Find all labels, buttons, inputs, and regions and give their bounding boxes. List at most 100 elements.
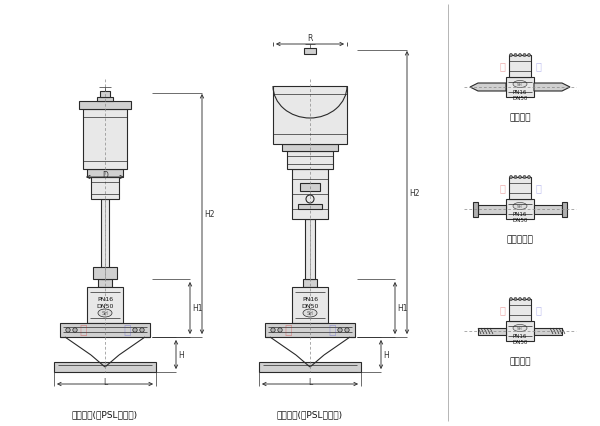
Text: DN50: DN50 [512, 340, 527, 345]
Ellipse shape [513, 81, 527, 88]
Text: SH: SH [101, 311, 109, 316]
Bar [562, 202, 567, 218]
Circle shape [133, 328, 137, 332]
Bar [303, 279, 317, 287]
Text: 波纹管型(配PSL执行器): 波纹管型(配PSL执行器) [277, 409, 343, 418]
Text: 川: 川 [499, 61, 505, 71]
Circle shape [523, 55, 526, 58]
Text: PN16: PN16 [513, 334, 527, 339]
Circle shape [523, 176, 526, 179]
Circle shape [518, 298, 521, 301]
Bar [60, 323, 150, 337]
Ellipse shape [303, 309, 317, 317]
Text: 川: 川 [499, 183, 505, 193]
Text: DN50: DN50 [512, 96, 527, 101]
Bar [298, 204, 322, 210]
Text: DN50: DN50 [301, 304, 319, 309]
Circle shape [509, 176, 512, 179]
Text: 沪: 沪 [328, 324, 336, 337]
Text: H2: H2 [409, 189, 419, 198]
Circle shape [527, 298, 530, 301]
Circle shape [338, 328, 342, 332]
Text: H2: H2 [204, 210, 215, 219]
Bar [97, 98, 113, 102]
Circle shape [306, 196, 314, 204]
Bar [305, 219, 315, 279]
Bar [100, 92, 110, 98]
Bar [265, 323, 355, 337]
Text: PN16: PN16 [513, 212, 527, 217]
Bar [300, 184, 320, 192]
Text: 沪: 沪 [535, 183, 541, 193]
Bar [93, 268, 117, 279]
Circle shape [514, 176, 517, 179]
Circle shape [140, 328, 144, 332]
Text: 沪: 沪 [123, 324, 131, 337]
Ellipse shape [513, 325, 527, 332]
Bar [534, 205, 562, 215]
Text: H: H [383, 350, 389, 359]
Text: H1: H1 [192, 304, 203, 313]
Bar [79, 102, 131, 110]
Ellipse shape [513, 203, 527, 210]
Bar [101, 199, 109, 279]
Circle shape [527, 55, 530, 58]
Bar [83, 110, 127, 170]
Circle shape [514, 55, 517, 58]
Text: 沪: 沪 [535, 304, 541, 314]
Circle shape [73, 328, 77, 332]
Circle shape [66, 328, 70, 332]
Text: 川: 川 [284, 324, 292, 337]
Bar [259, 362, 361, 372]
Text: 沪: 沪 [535, 61, 541, 71]
Text: 对焊连接: 对焊连接 [509, 357, 531, 366]
Text: PN16: PN16 [97, 297, 113, 302]
Circle shape [518, 55, 521, 58]
Text: SH: SH [517, 204, 523, 208]
Circle shape [271, 328, 275, 332]
Polygon shape [470, 84, 506, 92]
Bar [87, 170, 123, 178]
Bar [478, 205, 506, 215]
Text: L: L [308, 377, 312, 386]
Text: PN16: PN16 [302, 297, 318, 302]
Text: SH: SH [517, 326, 523, 330]
Text: SH: SH [307, 311, 313, 316]
Text: PN16: PN16 [513, 90, 527, 95]
Text: L: L [103, 377, 107, 386]
Bar [478, 328, 506, 335]
Text: DN50: DN50 [512, 218, 527, 223]
Bar [509, 299, 531, 321]
Circle shape [509, 298, 512, 301]
Text: 川: 川 [79, 324, 87, 337]
Bar [87, 287, 123, 323]
Text: D: D [102, 170, 108, 180]
Bar [473, 202, 478, 218]
Bar [54, 362, 156, 372]
Circle shape [514, 298, 517, 301]
Bar [282, 145, 338, 152]
Text: DN50: DN50 [97, 304, 113, 309]
Text: 川: 川 [499, 304, 505, 314]
Bar [534, 328, 562, 335]
Text: R: R [307, 34, 313, 43]
Bar [506, 78, 534, 98]
Bar [98, 279, 112, 287]
Text: SH: SH [517, 83, 523, 87]
Bar [287, 152, 333, 170]
Circle shape [527, 176, 530, 179]
Circle shape [518, 176, 521, 179]
Circle shape [509, 55, 512, 58]
Circle shape [278, 328, 282, 332]
Bar [292, 170, 328, 219]
Circle shape [345, 328, 349, 332]
Bar [292, 287, 328, 323]
Bar [506, 321, 534, 341]
Text: 波纹管型(配PSL执行器): 波纹管型(配PSL执行器) [72, 409, 138, 418]
Bar [273, 87, 347, 145]
Text: 螺纹连接: 螺纹连接 [509, 113, 531, 122]
Bar [509, 178, 531, 199]
Bar [506, 199, 534, 219]
Text: 承插焊连接: 承插焊连接 [506, 235, 533, 244]
Circle shape [523, 298, 526, 301]
